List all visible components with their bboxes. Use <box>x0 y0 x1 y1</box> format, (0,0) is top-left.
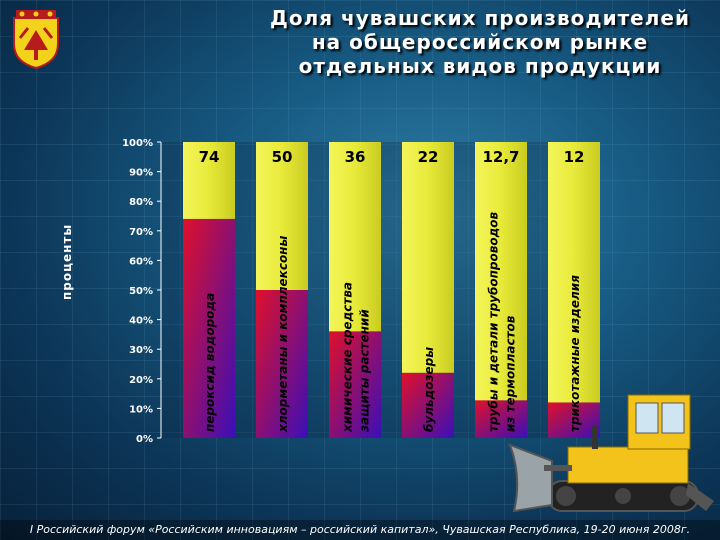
bar-remainder <box>256 142 308 290</box>
category-label: трикотажные изделия <box>568 275 582 432</box>
category-label-line: химические средства <box>341 282 355 433</box>
bar-value-label: 12 <box>564 148 585 166</box>
category-label-line: пероксид водорода <box>203 293 217 432</box>
title-line-2: на общероссийском рынке <box>311 30 649 54</box>
category-label: бульдозеры <box>422 347 436 432</box>
bar-remainder <box>329 142 381 332</box>
bar-share <box>329 331 381 438</box>
chuvash-coat-of-arms-icon <box>13 10 59 70</box>
bulldozer-icon <box>508 394 714 513</box>
bar-remainder <box>402 142 454 373</box>
bar-value-label: 12,7 <box>482 148 519 166</box>
y-tick-label: 90% <box>129 168 153 179</box>
category-label: трубы и детали трубопроводов из термоплас… <box>487 211 518 432</box>
y-tick-label: 20% <box>129 375 153 386</box>
bar-value-label: 22 <box>418 148 439 166</box>
bar-share <box>402 372 454 438</box>
title-line-1: Доля чувашских производителей <box>270 6 690 30</box>
y-tick-label: 0% <box>136 434 153 445</box>
bar-value-label: 36 <box>345 148 366 166</box>
page-title: Доля чувашских производителей на общерос… <box>250 6 710 78</box>
footer-text: I Российский форум «Российским инновация… <box>0 520 720 540</box>
bar-remainder <box>548 142 600 403</box>
category-label: химические средства защиты растений <box>341 282 372 433</box>
y-tick-label: 70% <box>129 227 153 238</box>
y-tick-label: 30% <box>129 345 153 356</box>
y-tick-label: 40% <box>129 316 153 327</box>
bar-share <box>548 402 600 438</box>
y-tick-label: 10% <box>129 404 153 415</box>
category-label-line: трикотажные изделия <box>568 275 582 432</box>
bar-value-label: 50 <box>272 148 293 166</box>
y-tick-label: 60% <box>129 256 153 267</box>
category-label-line: из термопластов <box>504 315 518 432</box>
category-label: хлорметаны и комплексоны <box>276 236 290 433</box>
category-label-line: бульдозеры <box>422 347 436 432</box>
bar-share <box>475 400 527 438</box>
category-label-line: трубы и детали трубопроводов <box>487 211 501 432</box>
bar-remainder <box>183 142 235 219</box>
category-label-line: хлорметаны и комплексоны <box>276 236 290 433</box>
y-tick-label: 100% <box>122 138 153 149</box>
bar-share <box>183 218 235 438</box>
bar-remainder <box>475 142 527 401</box>
category-label: пероксид водорода <box>203 293 217 432</box>
y-tick-label: 80% <box>129 197 153 208</box>
bar-value-label: 74 <box>199 148 220 166</box>
bar-share <box>256 290 308 438</box>
y-tick-label: 50% <box>129 286 153 297</box>
title-line-3: отдельных видов продукции <box>298 54 662 78</box>
category-label-line: защиты растений <box>358 309 372 433</box>
